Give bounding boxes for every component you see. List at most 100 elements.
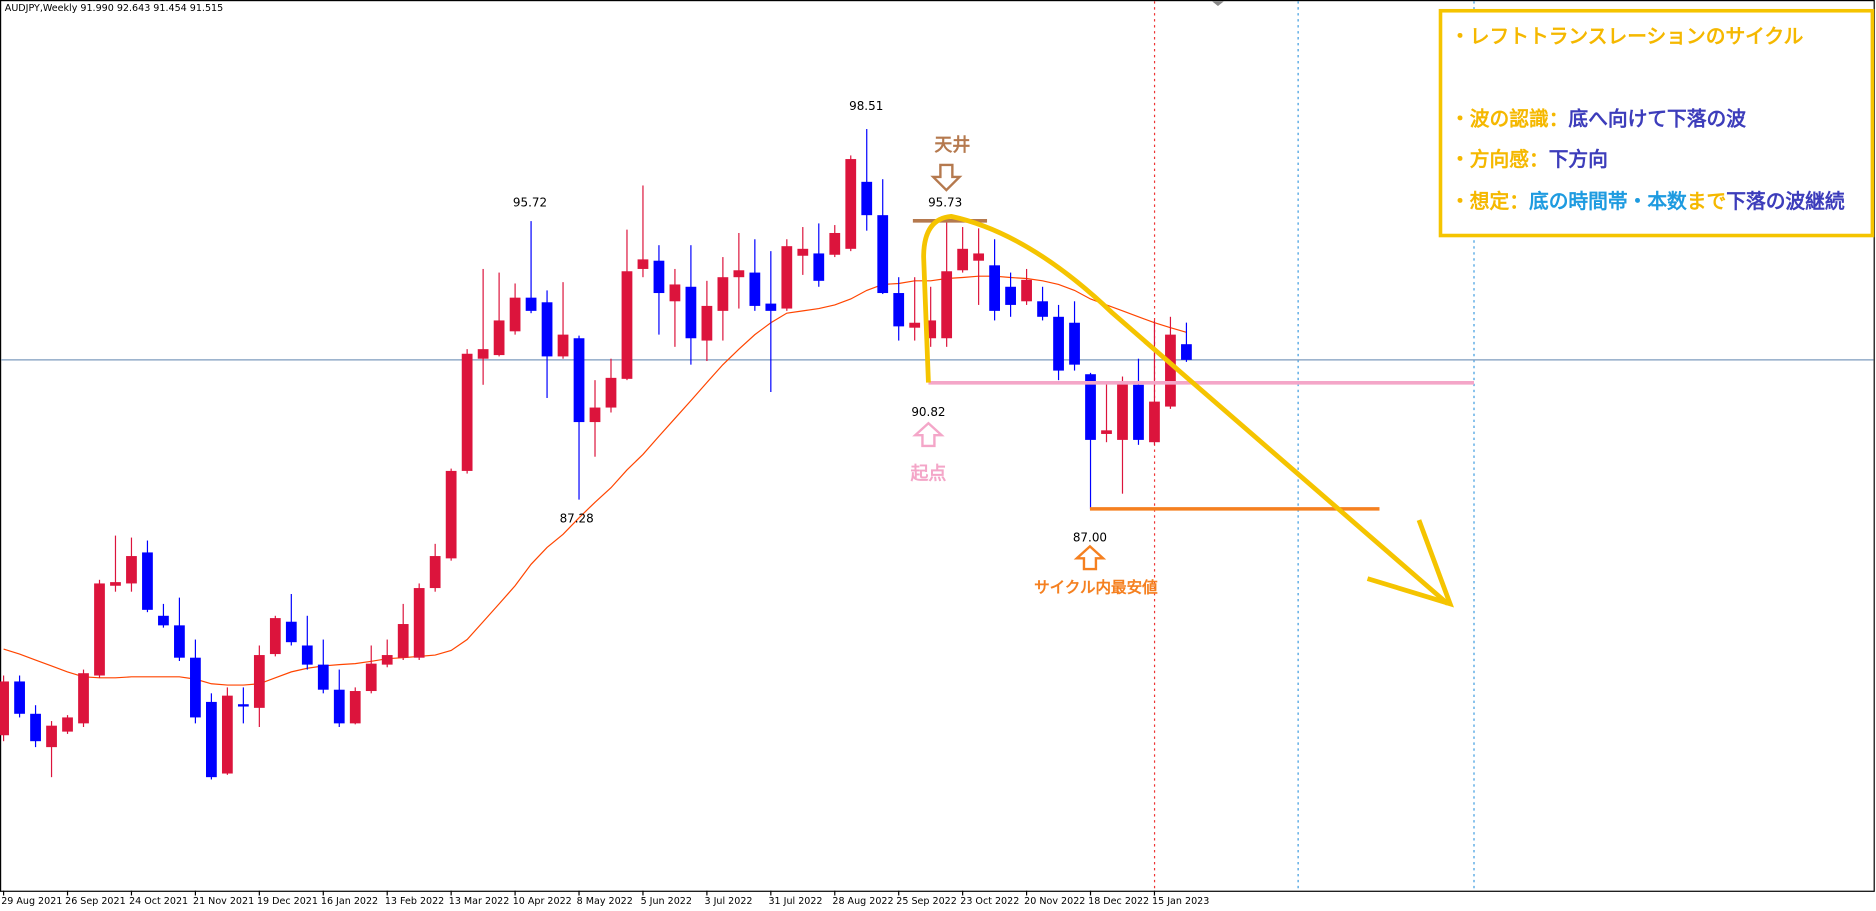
candle-body	[973, 253, 985, 261]
candle-body	[461, 353, 473, 471]
candle-body	[893, 293, 905, 327]
info-line: ・レフトトランスレーションのサイクル	[1450, 25, 1804, 48]
candle-body	[845, 159, 857, 249]
candle-body	[813, 253, 825, 281]
arrow-up	[1073, 544, 1107, 571]
candle-body	[46, 725, 57, 748]
candle-body	[941, 271, 953, 339]
candle-body	[397, 624, 409, 658]
x-tick-label: 20 Nov 2022	[1024, 896, 1085, 907]
candle-body	[78, 673, 89, 724]
info-text: ・方向感：	[1450, 148, 1549, 171]
trend-arrow	[921, 214, 1450, 606]
candle-body	[317, 664, 329, 690]
info-text: ・レフトトランスレーションのサイクル	[1450, 25, 1804, 48]
x-tick-label: 5 Jun 2022	[641, 896, 692, 907]
x-tick-label: 29 Aug 2021	[1, 896, 62, 907]
candle-body	[909, 322, 921, 328]
candle-body	[589, 407, 601, 423]
info-line: ・想定：底の時間帯・本数まで下落の波継続	[1450, 190, 1845, 213]
candle-body	[621, 271, 633, 379]
x-tick-label: 31 Jul 2022	[768, 896, 822, 907]
x-tick-label: 16 Jan 2022	[321, 896, 378, 907]
x-tick-label: 8 May 2022	[577, 896, 633, 907]
candle-body	[925, 320, 937, 339]
candle-body	[1021, 279, 1032, 302]
shift-marker	[1211, 1, 1224, 6]
candle-body	[829, 232, 841, 255]
candle-body	[174, 625, 185, 658]
info-box	[1438, 8, 1875, 238]
candle-body	[1149, 401, 1160, 443]
x-tick-label: 13 Mar 2022	[449, 896, 510, 907]
candle-body	[429, 556, 441, 589]
info-text: 下落の波継続	[1726, 190, 1845, 213]
marks	[0, 129, 1874, 780]
candle-body	[301, 645, 313, 665]
candle-body	[717, 277, 729, 311]
trend-arrow-head	[1366, 519, 1454, 608]
info-text: 底の時間帯・本数	[1529, 190, 1687, 213]
candle-body	[381, 655, 393, 665]
price-label: 95.72	[513, 196, 547, 210]
candle-body	[1181, 344, 1192, 360]
candle-body	[733, 270, 745, 278]
candle-body	[989, 265, 1000, 311]
candle-body	[126, 556, 137, 584]
candle-body	[541, 302, 553, 357]
x-tick-label: 19 Dec 2021	[257, 896, 318, 907]
candle-body	[1101, 430, 1112, 434]
x-tick-label: 18 Dec 2022	[1088, 896, 1149, 907]
candle-body	[797, 248, 809, 256]
candle-body	[30, 713, 41, 742]
info-line: ・波の認識：底へ向けて下落の波	[1450, 107, 1746, 130]
candle-body	[765, 303, 777, 311]
candle-body	[525, 297, 537, 311]
arrow-up	[912, 421, 945, 448]
x-tick-label: 25 Sep 2022	[896, 896, 957, 907]
candle-body	[221, 695, 233, 774]
candle-body	[365, 663, 377, 692]
candle-body	[14, 681, 25, 714]
candle-body	[1069, 322, 1080, 365]
candle-body	[206, 701, 217, 778]
candle-body	[861, 181, 873, 216]
candle-body	[158, 615, 169, 626]
candle-body	[142, 552, 153, 610]
info-text: まで	[1687, 190, 1726, 213]
candle-body	[573, 338, 585, 423]
x-tick-label: 24 Oct 2021	[129, 896, 188, 907]
candle-body	[0, 681, 9, 736]
x-tick-label: 28 Aug 2022	[832, 896, 893, 907]
candle-body	[493, 320, 505, 356]
candle-body	[637, 259, 649, 269]
arrow-down	[930, 163, 963, 192]
candle-body	[94, 583, 105, 676]
info-line: ・方向感：下方向	[1450, 148, 1608, 171]
x-tick-label: 21 Nov 2021	[193, 896, 254, 907]
chart-title: AUDJPY,Weekly 91.990 92.643 91.454 91.51…	[5, 3, 223, 14]
level-price-label: 87.00	[1073, 530, 1107, 544]
candle-body	[445, 470, 457, 559]
candle-body	[669, 284, 681, 302]
candle-body	[957, 248, 969, 271]
candle-body	[877, 215, 889, 294]
candle-body	[62, 717, 73, 732]
candle-body	[1165, 334, 1176, 407]
candle-body	[477, 349, 489, 359]
x-tick-label: 26 Sep 2021	[65, 896, 126, 907]
candle-body	[701, 305, 713, 341]
x-tick-label: 13 Feb 2022	[385, 896, 444, 907]
candle-body	[110, 582, 121, 586]
candle-body	[605, 377, 617, 408]
candle-body	[1133, 384, 1144, 440]
candle-body	[190, 657, 201, 718]
candle-body	[1117, 382, 1128, 440]
marker-label: サイクル内最安値	[1034, 578, 1158, 597]
candle-body	[253, 655, 265, 708]
candle-body	[781, 246, 793, 309]
candle-body	[1037, 301, 1048, 317]
candle-body	[685, 286, 697, 339]
price-label: 98.51	[849, 99, 883, 113]
